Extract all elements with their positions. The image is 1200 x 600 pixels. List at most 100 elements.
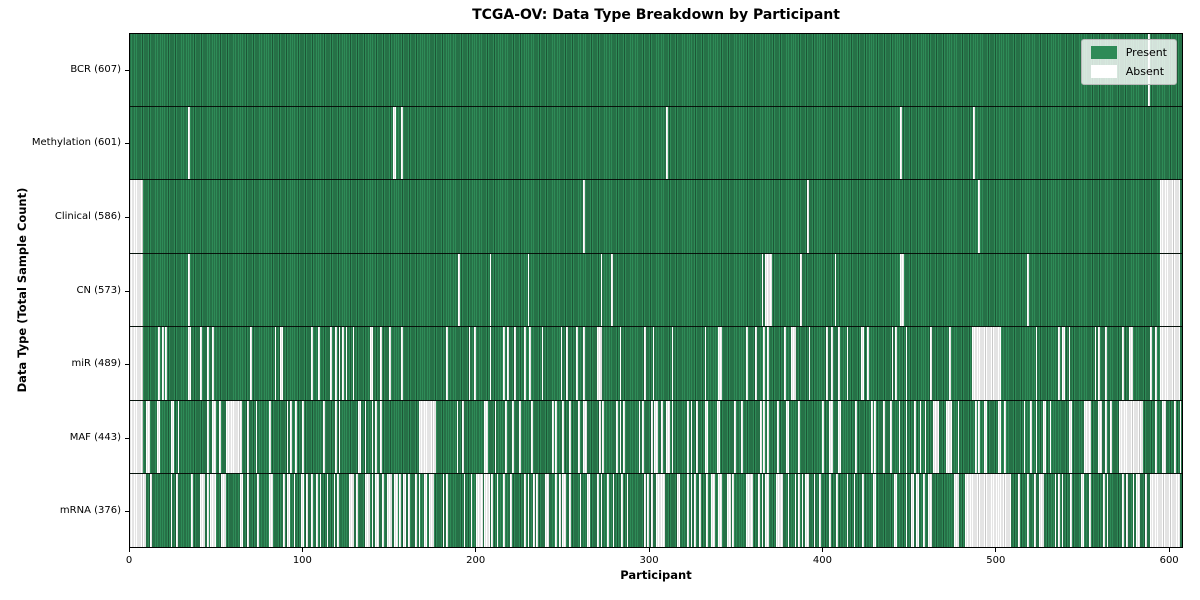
absent-segment bbox=[1136, 474, 1140, 548]
absent-segment bbox=[389, 327, 391, 400]
absent-segment bbox=[380, 400, 383, 474]
absent-segment bbox=[428, 474, 435, 548]
absent-segment bbox=[156, 400, 161, 474]
absent-segment bbox=[165, 327, 168, 400]
absent-segment bbox=[775, 474, 783, 548]
absent-segment bbox=[1030, 400, 1033, 474]
absent-segment bbox=[891, 327, 894, 400]
absent-segment bbox=[1054, 474, 1057, 548]
absent-segment bbox=[706, 474, 708, 548]
absent-segment bbox=[1089, 474, 1092, 548]
absent-segment bbox=[1058, 474, 1060, 548]
absent-segment bbox=[446, 474, 448, 548]
absent-segment bbox=[650, 400, 653, 474]
absent-segment bbox=[503, 327, 506, 400]
absent-segment bbox=[1150, 474, 1180, 548]
absent-segment bbox=[311, 474, 313, 548]
absent-segment bbox=[1103, 474, 1105, 548]
absent-segment bbox=[129, 327, 143, 400]
absent-segment bbox=[461, 400, 464, 474]
absent-segment bbox=[330, 327, 332, 400]
absent-segment bbox=[177, 400, 180, 474]
absent-segment bbox=[207, 474, 209, 548]
x-tick-mark bbox=[648, 548, 650, 552]
absent-segment bbox=[978, 180, 981, 253]
absent-segment bbox=[862, 474, 864, 548]
absent-segment bbox=[794, 474, 797, 548]
absent-segment bbox=[369, 327, 374, 400]
absent-segment bbox=[1162, 400, 1166, 474]
absent-segment bbox=[973, 106, 975, 180]
absent-segment bbox=[338, 400, 341, 474]
absent-segment bbox=[600, 474, 603, 548]
absent-segment bbox=[760, 400, 762, 474]
absent-segment bbox=[158, 327, 161, 400]
absent-segment bbox=[754, 327, 757, 400]
absent-segment bbox=[929, 327, 932, 400]
absent-segment bbox=[207, 327, 209, 400]
absent-segment bbox=[293, 474, 296, 548]
absent-segment bbox=[1018, 474, 1021, 548]
x-tick-label-500: 500 bbox=[986, 555, 1006, 566]
absent-segment bbox=[626, 474, 629, 548]
x-tick-mark bbox=[1168, 548, 1170, 552]
absent-segment bbox=[922, 474, 925, 548]
absent-segment bbox=[375, 400, 377, 474]
absent-segment bbox=[402, 474, 407, 548]
absent-segment bbox=[900, 106, 903, 180]
absent-segment bbox=[916, 474, 920, 548]
absent-segment bbox=[191, 474, 194, 548]
absent-segment bbox=[364, 400, 367, 474]
absent-segment bbox=[161, 327, 164, 400]
absent-segment bbox=[129, 253, 143, 327]
y-tick-label-cn: CN (573) bbox=[76, 284, 121, 296]
absent-segment bbox=[895, 327, 897, 400]
absent-segment bbox=[200, 474, 206, 548]
absent-segment bbox=[695, 400, 698, 474]
absent-segment bbox=[666, 400, 670, 474]
absent-segment bbox=[671, 400, 674, 474]
absent-segment bbox=[129, 474, 147, 548]
absent-segment bbox=[855, 400, 858, 474]
absent-segment bbox=[619, 400, 622, 474]
absent-segment bbox=[187, 106, 190, 180]
absent-segment bbox=[1160, 327, 1180, 400]
x-tick-mark bbox=[301, 548, 303, 552]
absent-segment bbox=[910, 474, 915, 548]
absent-segment bbox=[834, 253, 837, 327]
absent-segment bbox=[356, 474, 358, 548]
absent-segment bbox=[890, 400, 892, 474]
legend: Present Absent bbox=[1080, 39, 1177, 85]
legend-present-swatch bbox=[1090, 46, 1117, 59]
absent-segment bbox=[1084, 400, 1092, 474]
absent-segment bbox=[531, 400, 533, 474]
legend-absent-swatch bbox=[1090, 65, 1117, 78]
absent-segment bbox=[676, 474, 681, 548]
absent-segment bbox=[600, 253, 603, 327]
absent-segment bbox=[338, 327, 341, 400]
absent-segment bbox=[765, 474, 769, 548]
absent-segment bbox=[250, 327, 253, 400]
absent-segment bbox=[319, 474, 322, 548]
absent-segment bbox=[1039, 474, 1045, 548]
absent-segment bbox=[212, 327, 214, 400]
heatmap-row-maf bbox=[129, 400, 1183, 475]
absent-segment bbox=[983, 400, 988, 474]
absent-segment bbox=[784, 327, 786, 400]
absent-segment bbox=[758, 474, 760, 548]
x-tick-mark bbox=[995, 548, 997, 552]
absent-segment bbox=[468, 327, 471, 400]
legend-entry-absent: Absent bbox=[1090, 65, 1167, 78]
absent-segment bbox=[763, 400, 766, 474]
absent-segment bbox=[317, 327, 320, 400]
absent-segment bbox=[484, 400, 488, 474]
absent-segment bbox=[694, 474, 696, 548]
absent-segment bbox=[212, 400, 216, 474]
absent-segment bbox=[777, 400, 780, 474]
absent-segment bbox=[219, 400, 221, 474]
absent-segment bbox=[200, 327, 202, 400]
absent-segment bbox=[948, 327, 951, 400]
absent-segment bbox=[283, 474, 285, 548]
y-tick-label-bcr: BCR (607) bbox=[70, 63, 121, 75]
absent-segment bbox=[529, 327, 532, 400]
